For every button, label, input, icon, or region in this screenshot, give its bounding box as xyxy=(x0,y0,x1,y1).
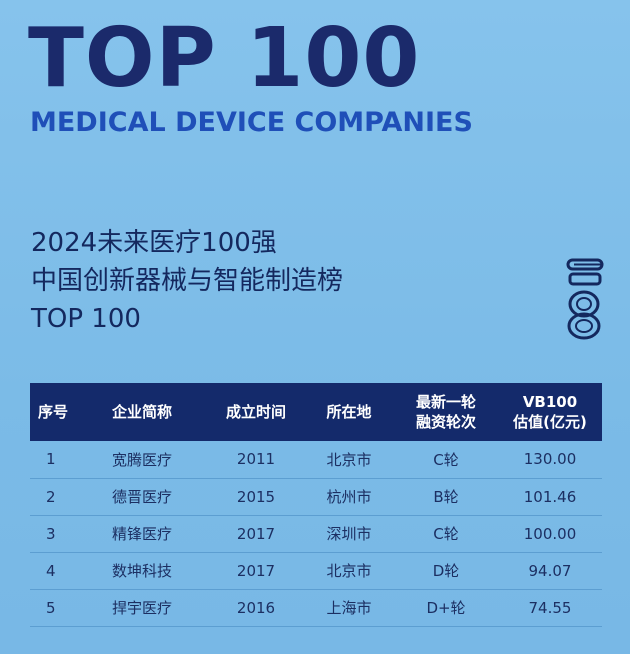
table-row: 4 数坤科技 2017 北京市 D轮 94.07 xyxy=(30,552,602,589)
cell-round: D+轮 xyxy=(426,599,466,617)
cell-founded: 2016 xyxy=(236,598,276,617)
table-row: 1 宽腾医疗 2011 北京市 C轮 130.00 xyxy=(30,441,602,478)
cell-founded: 2011 xyxy=(236,450,276,469)
header-round-line1: 最新一轮 xyxy=(415,393,476,411)
header-founded: 成立时间 xyxy=(225,403,286,421)
page-subtitle: MEDICAL DEVICE COMPANIES xyxy=(30,107,473,138)
page-title: TOP 100 xyxy=(28,11,421,106)
cell-rank: 3 xyxy=(46,524,56,543)
cell-valuation: 101.46 xyxy=(523,487,577,506)
cell-rank: 4 xyxy=(46,561,56,580)
cell-valuation: 100.00 xyxy=(523,524,577,543)
table-row: 2 德晋医疗 2015 杭州市 B轮 101.46 xyxy=(30,478,602,515)
header-company: 企业简称 xyxy=(111,403,172,421)
cell-founded: 2017 xyxy=(236,561,276,580)
table-header-row: 序号 企业简称 成立时间 所在地 最新一轮 融资轮次 VB100 估值(亿元) xyxy=(30,383,602,441)
ranking-title-line3: TOP 100 xyxy=(31,304,141,334)
cell-rank: 1 xyxy=(46,450,56,469)
table-row: 3 精锋医疗 2017 深圳市 C轮 100.00 xyxy=(30,515,602,552)
cell-location: 上海市 xyxy=(326,599,372,617)
cell-company: 德晋医疗 xyxy=(111,488,172,506)
header-valuation-line2: 估值(亿元) xyxy=(513,413,587,431)
cell-company: 宽腾医疗 xyxy=(111,450,172,469)
cell-location: 北京市 xyxy=(326,562,372,580)
table-row: 5 捍宇医疗 2016 上海市 D+轮 74.55 xyxy=(30,589,602,626)
cell-location: 杭州市 xyxy=(326,488,372,506)
cell-round: D轮 xyxy=(432,562,460,580)
ranking-title-line1: 2024未来医疗100强 xyxy=(31,228,277,258)
cell-valuation: 74.55 xyxy=(528,598,572,617)
cell-founded: 2015 xyxy=(236,487,276,506)
header-valuation: VB100 估值(亿元) xyxy=(498,383,602,441)
vertical-number-icon xyxy=(566,258,604,340)
ranking-table: 序号 企业简称 成立时间 所在地 最新一轮 融资轮次 VB100 估值(亿元) xyxy=(30,383,602,627)
cell-valuation: 130.00 xyxy=(523,450,577,469)
cell-rank: 2 xyxy=(46,487,56,506)
cell-location: 深圳市 xyxy=(326,525,372,543)
cell-company: 数坤科技 xyxy=(111,562,172,580)
cell-rank: 5 xyxy=(46,598,56,617)
cell-round: C轮 xyxy=(433,450,459,469)
cell-company: 捍宇医疗 xyxy=(111,599,172,617)
header-valuation-line1: VB100 xyxy=(522,393,578,411)
header-rank: 序号 xyxy=(38,403,69,421)
ranking-title: 2024未来医疗100强 中国创新器械与智能制造榜 TOP 100 xyxy=(31,224,343,338)
cell-founded: 2017 xyxy=(236,524,276,543)
cell-company: 精锋医疗 xyxy=(111,525,172,543)
header-round: 最新一轮 融资轮次 xyxy=(394,383,498,441)
cell-round: B轮 xyxy=(433,488,459,506)
cell-valuation: 94.07 xyxy=(528,561,572,580)
ranking-title-line2: 中国创新器械与智能制造榜 xyxy=(31,266,344,296)
header-location: 所在地 xyxy=(326,403,372,421)
header-round-line2: 融资轮次 xyxy=(415,413,476,431)
cell-round: C轮 xyxy=(433,525,459,543)
cell-location: 北京市 xyxy=(326,450,372,469)
